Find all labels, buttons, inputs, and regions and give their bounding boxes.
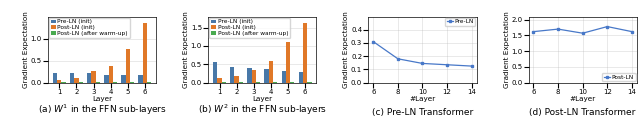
Bar xyxy=(303,23,307,83)
Bar xyxy=(61,82,66,83)
Bar xyxy=(143,23,147,83)
Pre-LN xyxy=(369,41,377,42)
Bar xyxy=(213,62,218,83)
Bar xyxy=(221,82,226,83)
Bar xyxy=(299,72,303,83)
Bar xyxy=(218,78,221,83)
Bar xyxy=(125,49,130,83)
Text: (a) $W^1$ in the FFN sub-layers: (a) $W^1$ in the FFN sub-layers xyxy=(38,102,166,117)
Bar xyxy=(113,82,117,83)
Bar xyxy=(122,75,125,83)
Post-LN xyxy=(530,31,538,32)
Bar xyxy=(247,68,252,83)
Pre-LN xyxy=(444,64,451,65)
Line: Post-LN: Post-LN xyxy=(532,25,633,35)
Bar xyxy=(282,71,286,83)
Bar xyxy=(57,80,61,83)
Bar xyxy=(74,78,79,83)
Bar xyxy=(252,70,256,83)
Line: Pre-LN: Pre-LN xyxy=(372,40,473,67)
Bar xyxy=(239,82,243,83)
Bar xyxy=(307,82,312,83)
Y-axis label: Gradient Expectation: Gradient Expectation xyxy=(23,11,29,88)
Pre-LN xyxy=(468,65,476,67)
Bar xyxy=(87,73,92,83)
Bar xyxy=(269,61,273,83)
Text: (b) $W^2$ in the FFN sub-layers: (b) $W^2$ in the FFN sub-layers xyxy=(198,102,327,117)
Legend: Pre-LN (init), Post-LN (init), Post-LN (after warm-up): Pre-LN (init), Post-LN (init), Post-LN (… xyxy=(49,18,130,38)
Bar xyxy=(290,82,294,83)
Bar xyxy=(109,66,113,83)
Text: (c) Pre-LN Transformer: (c) Pre-LN Transformer xyxy=(372,108,473,117)
Post-LN xyxy=(604,26,611,27)
Post-LN xyxy=(554,28,562,30)
Bar xyxy=(264,69,269,83)
X-axis label: Layer: Layer xyxy=(92,96,112,102)
Post-LN xyxy=(628,31,636,32)
Post-LN xyxy=(579,32,586,34)
Pre-LN xyxy=(394,58,402,59)
Bar xyxy=(234,76,239,83)
Bar xyxy=(230,67,234,83)
Bar xyxy=(286,42,290,83)
X-axis label: #Layer: #Layer xyxy=(570,96,596,102)
Y-axis label: Gradient Expectation: Gradient Expectation xyxy=(344,11,349,88)
Text: (d) Post-LN Transformer: (d) Post-LN Transformer xyxy=(529,108,636,117)
Legend: Pre-LN (init), Post-LN (init), Post-LN (after warm-up): Pre-LN (init), Post-LN (init), Post-LN (… xyxy=(209,18,290,38)
Bar xyxy=(130,82,134,83)
Bar xyxy=(96,82,100,83)
Bar xyxy=(53,73,57,83)
Bar xyxy=(147,82,151,83)
X-axis label: Layer: Layer xyxy=(252,96,273,102)
Y-axis label: Gradient Expectation: Gradient Expectation xyxy=(504,11,509,88)
Bar xyxy=(256,82,260,83)
Y-axis label: Gradient Expectation: Gradient Expectation xyxy=(183,11,189,88)
Bar xyxy=(138,75,143,83)
Bar xyxy=(104,75,109,83)
Bar xyxy=(79,82,83,83)
Bar xyxy=(70,73,74,83)
Bar xyxy=(273,82,277,83)
Pre-LN xyxy=(419,63,426,64)
X-axis label: #Layer: #Layer xyxy=(410,96,436,102)
Legend: Post-LN: Post-LN xyxy=(602,73,636,81)
Bar xyxy=(92,71,96,83)
Legend: Pre-LN: Pre-LN xyxy=(445,18,476,26)
